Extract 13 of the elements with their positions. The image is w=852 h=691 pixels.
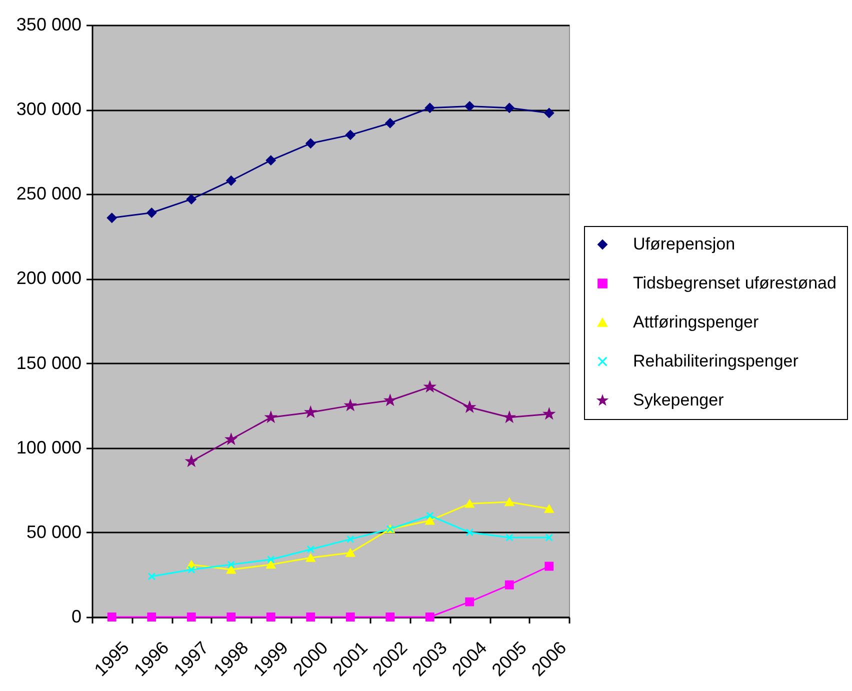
legend-label: Uførepensjon [633,234,736,254]
legend-label: Sykepenger [633,390,724,410]
y-tick-label: 100 000 [16,437,82,458]
legend-label: Rehabiliteringspenger [633,352,799,370]
legend-label: Attføringspenger [633,312,760,332]
y-tick-label: 200 000 [16,268,82,288]
y-tick-label: 50 000 [26,522,82,542]
y-tick-label: 250 000 [16,184,82,204]
y-tick-label: 150 000 [16,352,82,373]
y-tick-label: 300 000 [16,99,82,120]
y-tick-label: 0 [71,606,82,626]
legend-label: Tidsbegrenset uførestønad [633,274,836,292]
y-tick-label: 350 000 [16,14,82,34]
